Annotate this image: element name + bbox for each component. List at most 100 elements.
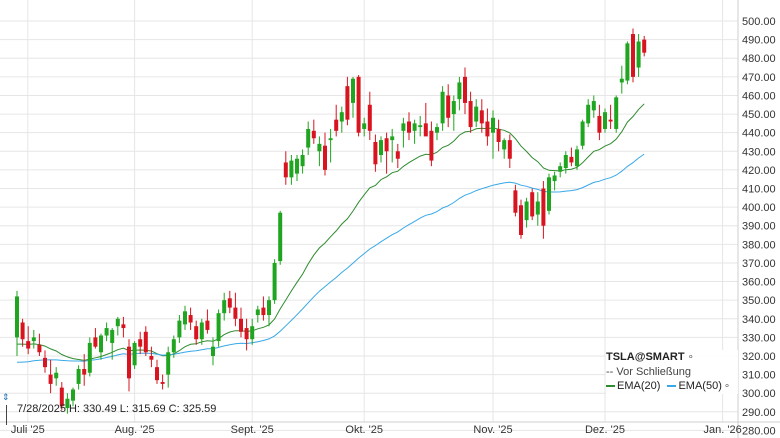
candle-body xyxy=(177,320,182,338)
x-tick-label: Sept. '25 xyxy=(231,424,274,436)
candle-body xyxy=(295,158,299,174)
candle-body xyxy=(485,121,490,137)
candle-body xyxy=(250,326,255,340)
y-tick-label: 380.00 xyxy=(742,239,776,251)
candle-body xyxy=(59,387,64,407)
candle-body xyxy=(104,328,109,336)
y-tick-label: 460.00 xyxy=(742,90,776,102)
candle-body xyxy=(132,342,137,366)
candle-body xyxy=(48,374,53,384)
y-tick-label: 290.00 xyxy=(742,407,776,419)
candle-body xyxy=(384,138,389,152)
ema-line-ema50 xyxy=(16,153,645,363)
candle-body xyxy=(586,104,591,124)
y-tick-label: 370.00 xyxy=(742,258,776,270)
candle-body xyxy=(625,43,630,81)
candle-body xyxy=(127,346,131,379)
candle-body xyxy=(239,318,243,332)
candle-body xyxy=(440,91,445,124)
candle-body xyxy=(311,130,316,139)
candle-body xyxy=(155,367,159,381)
candle-body xyxy=(283,162,288,178)
y-tick-label: 490.00 xyxy=(742,35,776,47)
candle-body xyxy=(278,212,283,262)
y-tick-label: 420.00 xyxy=(742,165,776,177)
y-tick-label: 430.00 xyxy=(742,146,776,158)
candle-body xyxy=(300,155,305,167)
candle-body xyxy=(395,151,400,159)
y-tick-label: 390.00 xyxy=(742,221,776,233)
candle-body xyxy=(390,136,395,141)
indicator-settings-icon[interactable]: ∘ xyxy=(723,381,731,392)
candle-body xyxy=(76,369,81,384)
candle-body xyxy=(575,149,579,167)
legend-ema20-label[interactable]: EMA(20) xyxy=(617,380,661,392)
candle-body xyxy=(110,329,115,343)
candle-body xyxy=(272,262,277,301)
symbol-settings-icon[interactable]: ∘ xyxy=(687,352,694,363)
x-tick-label: Juli '25 xyxy=(11,424,45,436)
candle-body xyxy=(451,101,456,115)
candle-body xyxy=(244,328,249,340)
candle-body xyxy=(351,78,355,103)
y-tick-label: 330.00 xyxy=(742,332,776,344)
candle-body xyxy=(323,145,327,170)
x-tick-label: Nov. '25 xyxy=(473,424,512,436)
candle-body xyxy=(261,307,266,316)
candle-body xyxy=(563,155,568,169)
y-tick-label: 310.00 xyxy=(742,370,776,382)
scroll-arrows-icon[interactable]: ⇕ xyxy=(2,392,10,402)
y-tick-label: 470.00 xyxy=(742,72,776,84)
candle-body xyxy=(199,322,204,340)
candle-body xyxy=(317,143,322,152)
legend-prior-close-label: -- Vor Schließung xyxy=(606,366,691,378)
candle-body xyxy=(496,128,501,142)
candle-body xyxy=(619,78,624,83)
candle-body xyxy=(43,357,47,368)
left-edge-marker xyxy=(6,405,11,425)
legend-indicators: EMA(20) EMA(50) ∘ xyxy=(606,379,738,394)
candle-body xyxy=(435,127,439,133)
ema-line-ema20 xyxy=(17,103,645,361)
candle-body xyxy=(255,309,260,316)
candle-body xyxy=(603,112,607,129)
candle-body xyxy=(474,106,479,122)
legend-symbol[interactable]: TSLA@SMART ∘ xyxy=(606,350,738,365)
candle-body xyxy=(412,123,417,131)
candle-body xyxy=(524,201,529,221)
candle-body xyxy=(93,337,98,347)
candle-body xyxy=(328,138,333,141)
candle-body xyxy=(188,315,193,323)
candle-body xyxy=(138,339,143,347)
candle-body xyxy=(429,130,434,161)
y-tick-label: 410.00 xyxy=(742,184,776,196)
candle-body xyxy=(552,175,557,182)
candle-body xyxy=(194,326,199,340)
candle-body xyxy=(580,121,585,146)
candle-body xyxy=(463,76,467,103)
candle-body xyxy=(267,300,271,316)
candle-body xyxy=(54,372,59,379)
candle-body xyxy=(37,344,42,353)
candle-body xyxy=(457,82,462,100)
legend-ema50-label[interactable]: EMA(50) xyxy=(678,380,722,392)
candle-body xyxy=(530,192,535,217)
y-tick-label: 500.00 xyxy=(742,16,776,28)
candle-body xyxy=(71,389,75,401)
candle-body xyxy=(216,313,221,342)
candle-body xyxy=(289,160,294,178)
candle-body xyxy=(87,342,92,373)
legend-prior-close: -- Vor Schließung xyxy=(606,365,738,379)
candle-body xyxy=(401,123,406,131)
candle-body xyxy=(541,188,546,226)
candle-body xyxy=(233,307,238,319)
candle-body xyxy=(547,177,551,211)
candle-body xyxy=(183,311,187,325)
ema50-swatch xyxy=(667,385,677,388)
candle-body xyxy=(591,101,596,111)
candle-body xyxy=(115,318,120,327)
x-tick-label: Okt. '25 xyxy=(345,424,383,436)
candle-body xyxy=(227,298,232,308)
candle-body xyxy=(614,97,619,129)
